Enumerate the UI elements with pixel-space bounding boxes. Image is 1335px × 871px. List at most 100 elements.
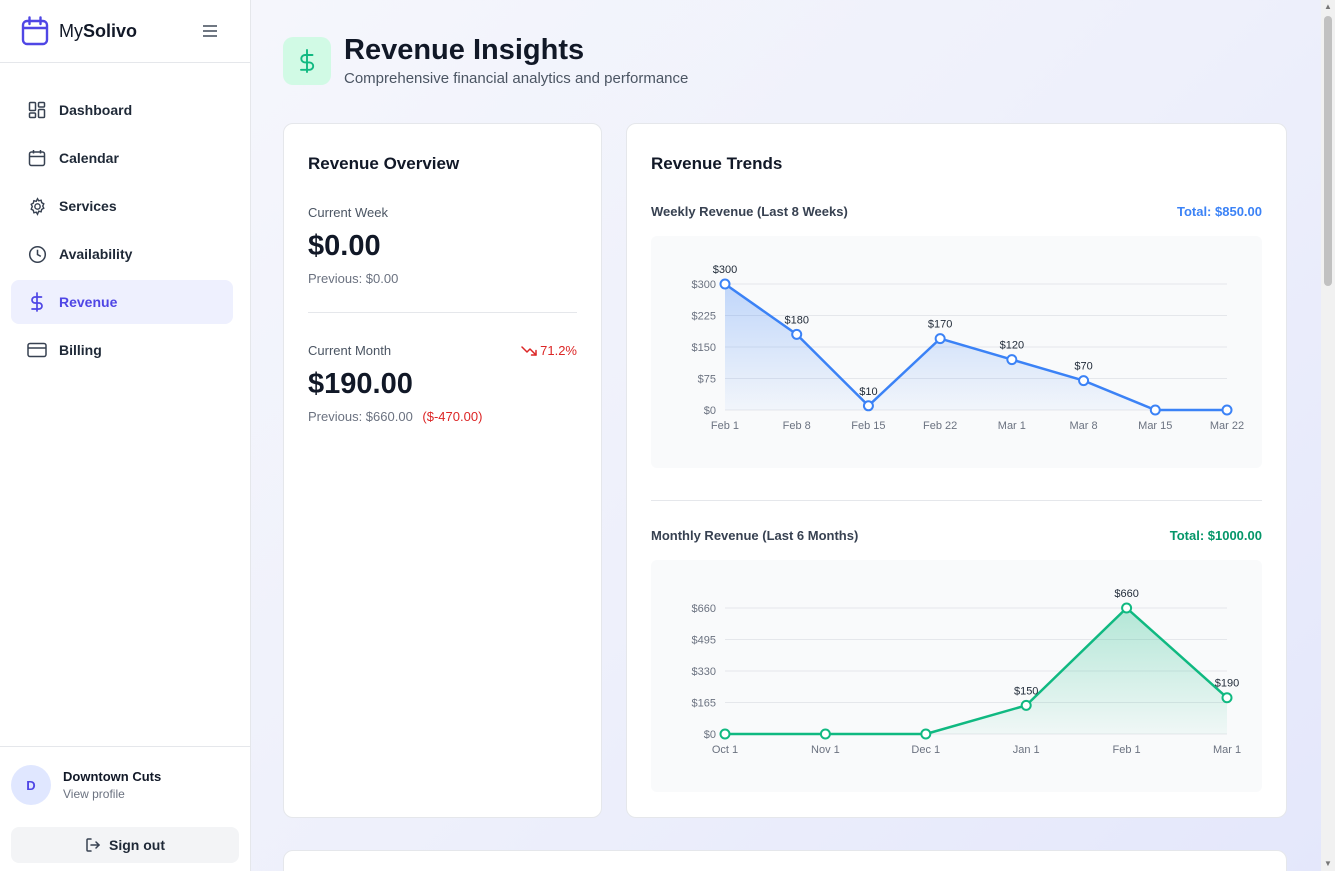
y-tick-label: $495 xyxy=(692,635,716,647)
x-tick-label: Mar 8 xyxy=(1070,420,1098,432)
sidebar-item-revenue[interactable]: Revenue xyxy=(11,280,233,324)
x-tick-label: Dec 1 xyxy=(911,744,940,756)
y-tick-label: $330 xyxy=(692,666,716,678)
monthly-chart-svg: $0 $165 $330 $495 $660 Oct 1 Nov 1 Dec 1 $150 Jan… xyxy=(692,588,1242,756)
brand: MySolivo xyxy=(0,0,250,63)
divider xyxy=(651,500,1262,501)
clock-icon xyxy=(26,243,48,265)
previous-month-value: Previous: $660.00 xyxy=(308,409,413,424)
data-point[interactable] xyxy=(1121,602,1133,614)
monthly-total: Total: $1000.00 xyxy=(1169,528,1262,543)
card-title: Revenue Trends xyxy=(651,154,783,173)
data-point[interactable] xyxy=(791,328,803,340)
monthly-chart-title: Monthly Revenue (Last 6 Months) xyxy=(651,528,859,543)
data-label: $150 xyxy=(1014,685,1038,697)
brand-suffix: Solivo xyxy=(83,20,138,41)
revenue-overview-card: Revenue Overview Current Week $0.00 Prev… xyxy=(283,123,602,818)
sidebar-item-label: Calendar xyxy=(59,150,119,166)
x-tick-label: Mar 15 xyxy=(1138,420,1172,432)
sidebar: MySolivo Dashboard Calendar Services Ava… xyxy=(0,0,251,871)
data-point[interactable] xyxy=(1078,375,1090,387)
x-tick-label: Mar 1 xyxy=(1213,744,1241,756)
scroll-up-icon[interactable]: ▲ xyxy=(1324,2,1332,11)
y-tick-label: $165 xyxy=(692,698,716,710)
profile-name: Downtown Cuts xyxy=(63,769,162,784)
sidebar-item-services[interactable]: Services xyxy=(11,184,233,228)
sidebar-item-label: Availability xyxy=(59,246,133,262)
avatar: D xyxy=(11,765,51,805)
x-tick-label: Mar 1 xyxy=(998,420,1026,432)
data-label: $10 xyxy=(859,386,877,398)
dollar-icon xyxy=(26,291,48,313)
series-area xyxy=(725,284,1227,410)
divider xyxy=(308,312,577,313)
x-tick-label: Feb 15 xyxy=(851,420,885,432)
current-month-label: Current Month xyxy=(308,343,392,358)
y-tick-label: $0 xyxy=(704,729,716,741)
x-tick-label: Feb 1 xyxy=(711,420,739,432)
x-tick-label: Jan 1 xyxy=(1013,744,1040,756)
sidebar-item-billing[interactable]: Billing xyxy=(11,328,233,372)
previous-week-value: Previous: $0.00 xyxy=(308,271,399,286)
sidebar-item-label: Revenue xyxy=(59,294,118,310)
data-point[interactable] xyxy=(819,728,831,740)
current-week-label: Current Week xyxy=(308,205,388,220)
data-label: $120 xyxy=(1000,340,1024,352)
scrollbar-thumb[interactable] xyxy=(1324,16,1332,286)
previous-month-row: Previous: $660.00 ($-470.00) xyxy=(308,409,577,424)
sign-out-icon xyxy=(86,838,101,852)
monthly-chart: $0 $165 $330 $495 $660 Oct 1 Nov 1 Dec 1 $150 Jan… xyxy=(651,560,1262,792)
data-point[interactable] xyxy=(920,728,932,740)
data-point[interactable] xyxy=(1221,692,1233,704)
hamburger-menu-icon[interactable] xyxy=(200,21,220,41)
weekly-chart: $0 $75 $150 $225 $300 $300 Feb 1 $180 Feb 8 $10 Fe… xyxy=(651,236,1262,468)
data-point[interactable] xyxy=(719,278,731,290)
change-badge: 71.2% xyxy=(521,343,577,358)
page-header: Revenue Insights Comprehensive financial… xyxy=(283,34,689,87)
view-profile-link[interactable]: View profile xyxy=(63,787,125,801)
data-point[interactable] xyxy=(719,728,731,740)
brand-prefix: My xyxy=(59,20,83,41)
month-delta: ($-470.00) xyxy=(422,409,483,424)
profile-link[interactable]: D Downtown Cuts View profile xyxy=(11,765,239,805)
y-tick-label: $0 xyxy=(704,405,716,417)
sidebar-item-dashboard[interactable]: Dashboard xyxy=(11,88,233,132)
page-scrollbar[interactable]: ▲ ▼ xyxy=(1321,0,1335,871)
data-label: $190 xyxy=(1215,678,1239,690)
sign-out-button[interactable]: Sign out xyxy=(11,827,239,863)
sidebar-item-calendar[interactable]: Calendar xyxy=(11,136,233,180)
y-tick-label: $300 xyxy=(692,279,716,291)
data-label: $660 xyxy=(1114,588,1138,600)
sidebar-item-label: Services xyxy=(59,198,117,214)
sidebar-item-label: Dashboard xyxy=(59,102,133,118)
scroll-down-icon[interactable]: ▼ xyxy=(1324,859,1332,868)
sign-out-label: Sign out xyxy=(109,837,165,853)
credit-card-icon xyxy=(26,339,48,361)
x-tick-label: Oct 1 xyxy=(712,744,738,756)
data-point[interactable] xyxy=(1006,354,1018,366)
sidebar-nav: Dashboard Calendar Services Availability… xyxy=(0,63,250,372)
calendar-logo-icon xyxy=(21,16,49,46)
current-month-value: $190.00 xyxy=(308,368,413,400)
data-point[interactable] xyxy=(862,400,874,412)
page-subtitle: Comprehensive financial analytics and pe… xyxy=(344,70,689,87)
data-point[interactable] xyxy=(1221,404,1233,416)
data-point[interactable] xyxy=(1020,699,1032,711)
y-tick-label: $150 xyxy=(692,342,716,354)
calendar-icon xyxy=(26,147,48,169)
data-point[interactable] xyxy=(1149,404,1161,416)
series-area xyxy=(725,608,1227,734)
data-label: $170 xyxy=(928,319,952,331)
y-tick-label: $660 xyxy=(692,603,716,615)
x-tick-label: Feb 22 xyxy=(923,420,957,432)
gear-icon xyxy=(26,195,48,217)
change-percent: 71.2% xyxy=(540,343,577,358)
weekly-total: Total: $850.00 xyxy=(1176,204,1262,219)
data-label: $300 xyxy=(713,264,737,276)
data-label: $180 xyxy=(784,314,808,326)
dashboard-icon xyxy=(26,99,48,121)
series-line xyxy=(724,282,1227,412)
sidebar-item-availability[interactable]: Availability xyxy=(11,232,233,276)
data-point[interactable] xyxy=(934,333,946,345)
brand-name[interactable]: MySolivo xyxy=(59,21,137,42)
